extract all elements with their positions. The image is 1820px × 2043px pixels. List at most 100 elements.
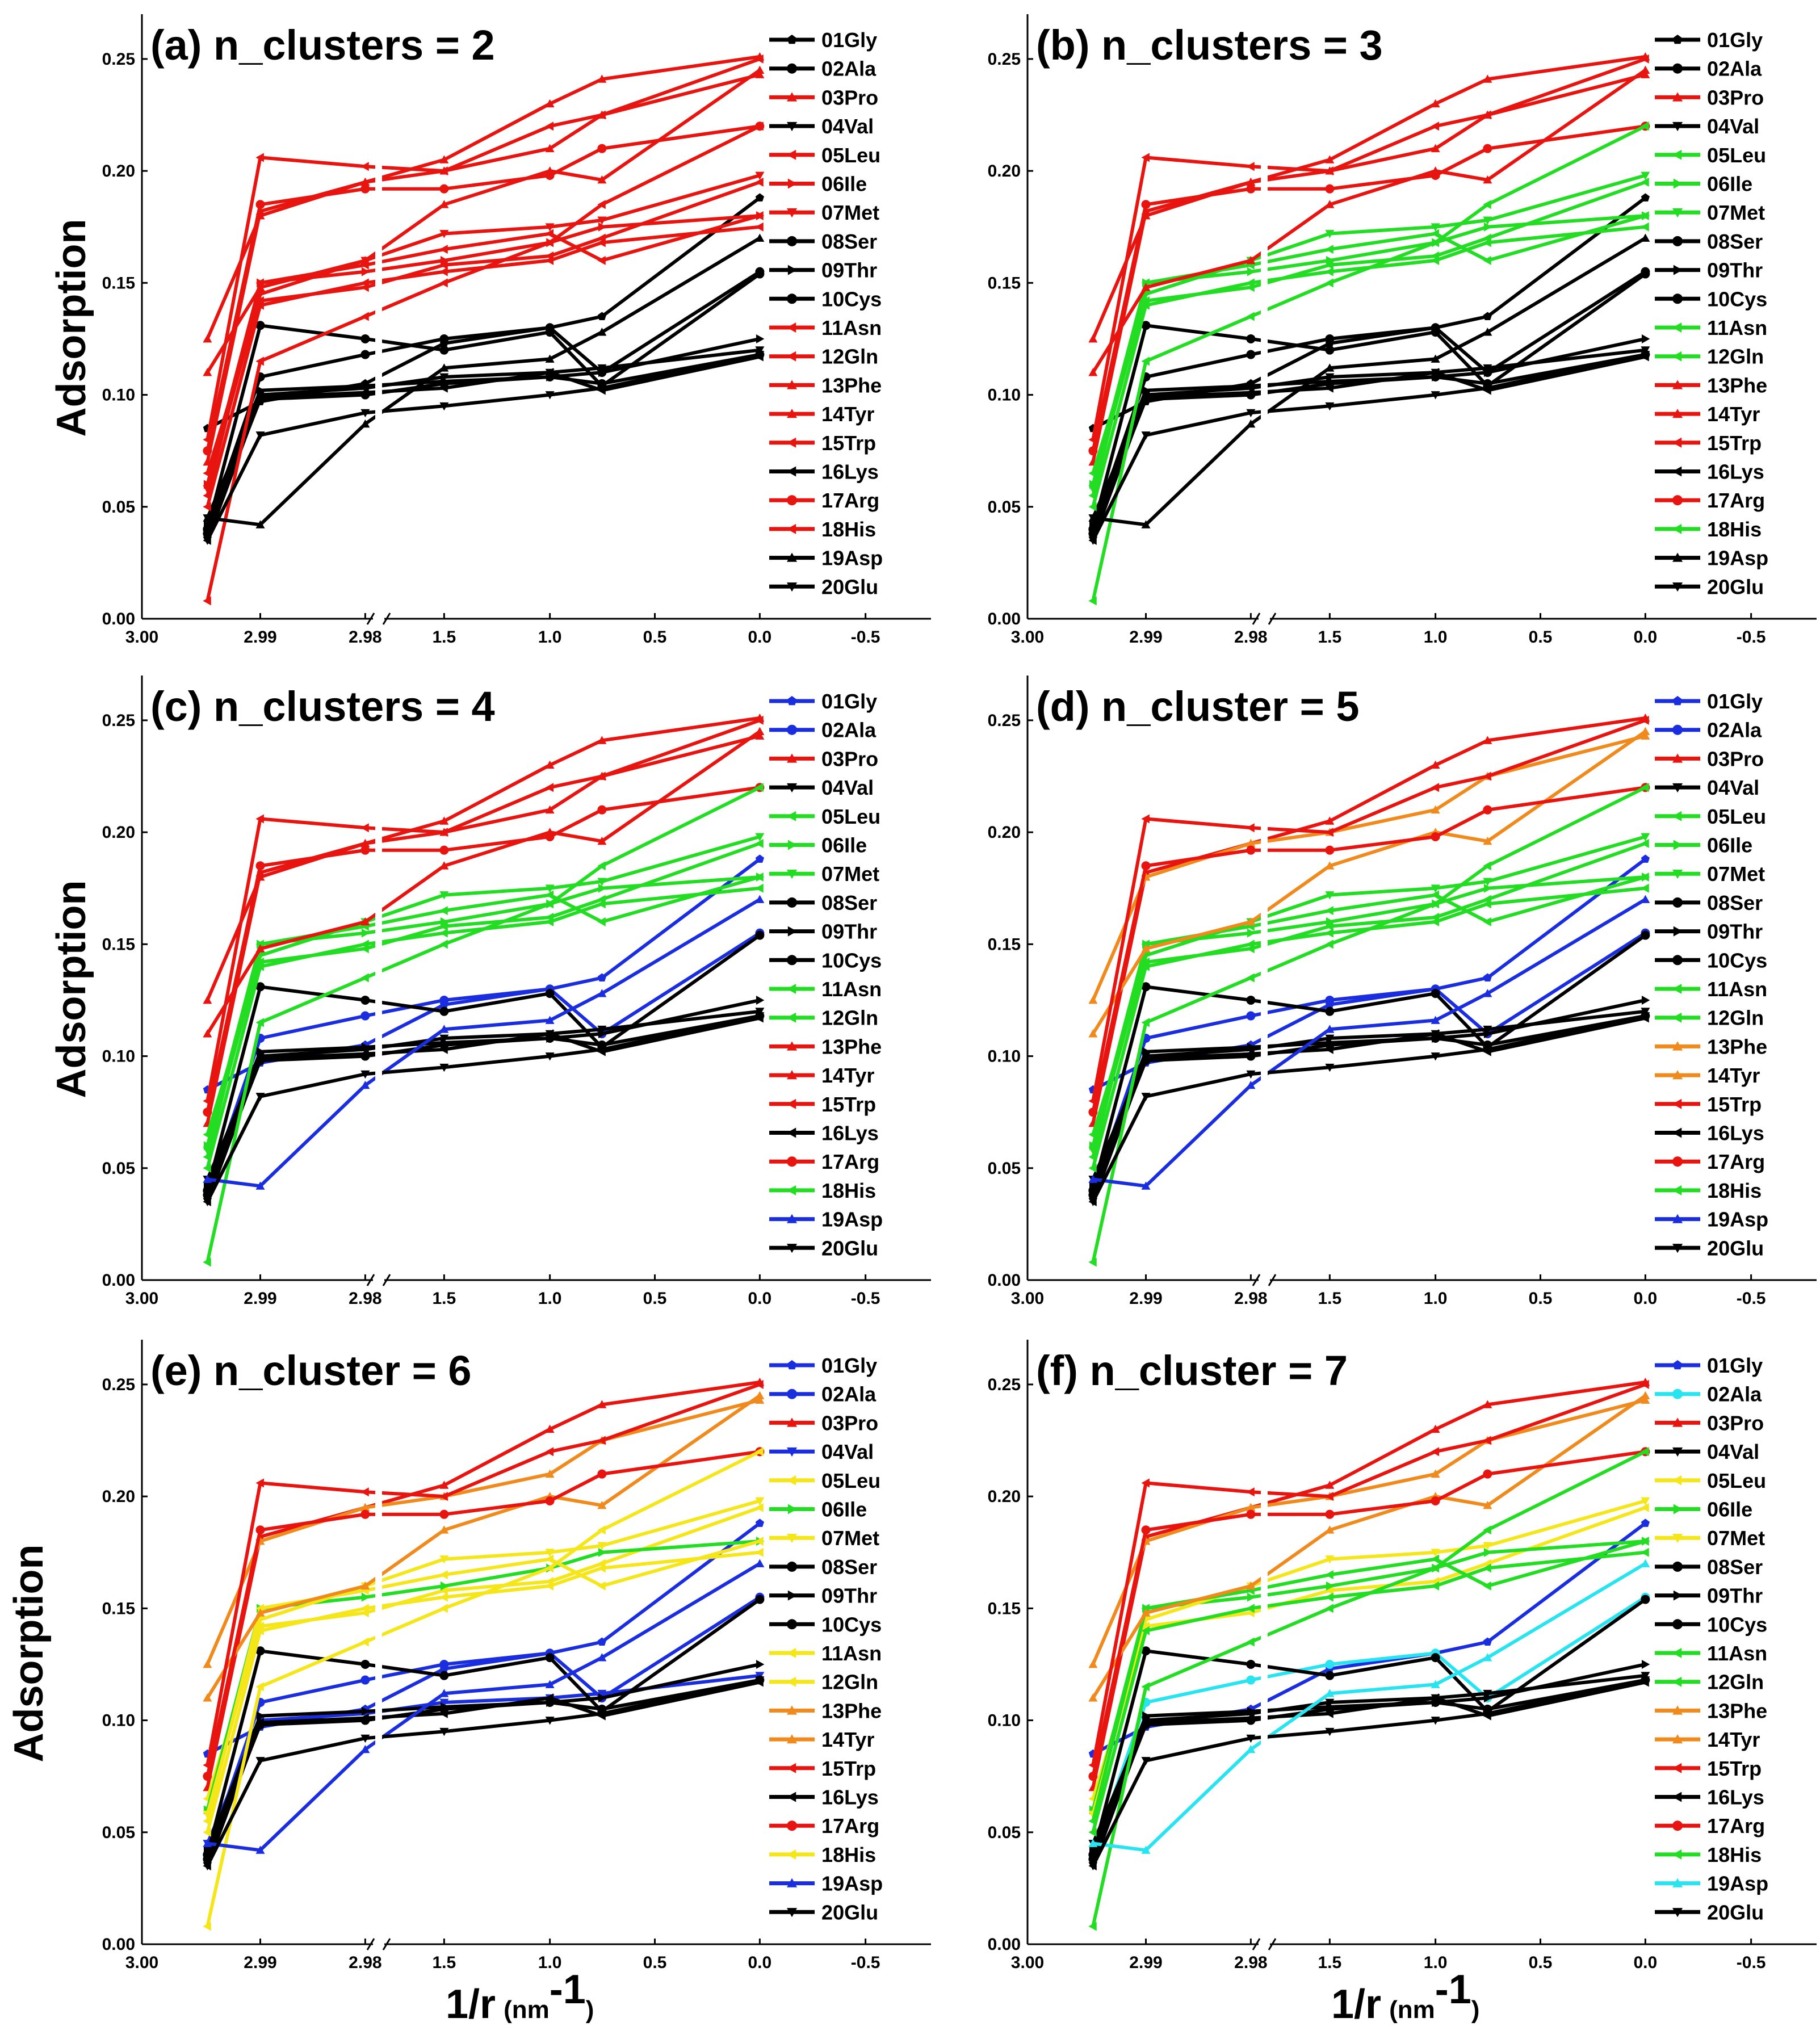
data-point	[361, 1706, 370, 1716]
data-point	[1431, 1496, 1440, 1505]
legend-label: 18His	[821, 1179, 876, 1202]
x-tick-label: 2.99	[1129, 1289, 1162, 1308]
data-point	[439, 155, 449, 163]
data-point	[1088, 1108, 1098, 1117]
data-point	[1431, 328, 1440, 337]
data-point	[360, 838, 370, 848]
legend-item: 11Asn	[769, 978, 882, 1001]
data-point	[1325, 891, 1335, 900]
legend-label: 17Arg	[1707, 489, 1765, 512]
legend-item: 03Pro	[769, 86, 878, 109]
data-point	[1325, 1585, 1333, 1595]
series-15Trp	[203, 715, 764, 1106]
series-line	[206, 355, 761, 541]
series-07Met	[1088, 1497, 1650, 1819]
data-point	[439, 891, 449, 900]
series-20Glu	[203, 1012, 765, 1206]
data-point	[1431, 917, 1440, 926]
data-point	[1483, 1581, 1491, 1591]
series-11Asn	[1088, 883, 1649, 1173]
data-point	[257, 1711, 265, 1721]
data-point	[1483, 368, 1492, 377]
data-point	[1246, 1734, 1256, 1743]
legend-label: 08Ser	[821, 1555, 877, 1579]
y-tick-label: 0.05	[988, 1159, 1021, 1178]
data-point	[360, 409, 370, 418]
legend-marker	[1672, 1763, 1682, 1773]
legend-label: 04Val	[1707, 115, 1759, 138]
legend-marker	[1672, 870, 1683, 879]
series-15Trp	[203, 54, 764, 444]
data-point	[755, 1676, 765, 1685]
data-point	[203, 1029, 212, 1038]
data-point	[545, 1717, 555, 1725]
data-point	[1483, 1547, 1492, 1557]
data-point	[255, 944, 265, 953]
legend-item: 13Phe	[769, 374, 882, 397]
x-tick-label: 3.00	[1011, 628, 1044, 647]
legend-marker	[1673, 178, 1683, 189]
x-tick-label: 3.00	[125, 628, 158, 647]
legend-label: 18His	[1707, 1843, 1762, 1866]
data-point	[598, 368, 607, 377]
legend-label: 09Thr	[1707, 920, 1763, 943]
data-point	[597, 1436, 606, 1445]
data-point	[1483, 1046, 1492, 1054]
panel-b: 0.00 0.05 0.10 0.15 0.20 0.25 3.00 2.99 2.98 1.5 1…	[988, 14, 1817, 647]
data-point	[360, 162, 369, 171]
data-point	[439, 278, 448, 288]
data-point	[360, 1659, 370, 1669]
data-point	[755, 65, 765, 74]
data-point	[1431, 1052, 1440, 1061]
data-point	[1325, 1480, 1335, 1489]
legend-label: 12Gln	[1707, 1006, 1764, 1030]
data-point	[1483, 144, 1492, 153]
data-point	[1325, 1063, 1335, 1072]
data-point	[1641, 222, 1649, 232]
legend-label: 10Cys	[1707, 1613, 1767, 1636]
legend-label: 07Met	[1707, 1526, 1765, 1550]
data-point	[439, 861, 449, 870]
x-tick-label: 0.0	[1634, 1953, 1658, 1972]
y-tick-label: 0.20	[988, 823, 1021, 842]
data-point	[756, 1659, 765, 1669]
data-point	[1483, 917, 1491, 926]
legend-marker	[787, 1214, 798, 1223]
legend-label: 13Phe	[821, 374, 882, 397]
data-point	[1432, 1698, 1440, 1707]
legend-item: 07Met	[769, 201, 879, 224]
legend-marker	[1672, 121, 1683, 132]
data-point	[1246, 409, 1256, 418]
legend-item: 13Phe	[769, 1035, 882, 1058]
legend-item: 07Met	[1655, 201, 1765, 224]
data-point	[1142, 1047, 1151, 1056]
data-point	[1431, 354, 1440, 363]
legend-label: 13Phe	[1707, 1035, 1767, 1058]
legend-marker	[787, 1098, 796, 1109]
panel-f: 0.00 0.05 0.10 0.15 0.20 0.25 3.00 2.99 2.98 1.5 1…	[988, 1340, 1817, 1972]
data-point	[545, 1554, 554, 1564]
legend-marker	[1672, 1244, 1683, 1253]
data-point	[361, 1042, 370, 1052]
data-point	[1641, 54, 1649, 64]
data-point	[360, 255, 370, 265]
data-point	[439, 928, 448, 938]
data-point	[1088, 1772, 1098, 1781]
data-point	[440, 1702, 449, 1711]
data-point	[1431, 1554, 1440, 1564]
legend-marker	[1673, 840, 1683, 850]
legend-item: 09Thr	[769, 1584, 877, 1608]
x-tick-label: 2.98	[349, 628, 381, 647]
series-15Trp	[1088, 1379, 1649, 1770]
series-14Tyr	[203, 1395, 765, 1668]
data-point	[1141, 1093, 1151, 1101]
legend-marker	[1672, 696, 1683, 706]
data-point	[597, 216, 607, 225]
data-point	[1641, 233, 1650, 242]
data-point	[597, 1689, 607, 1698]
x-tick-label: 2.98	[1234, 628, 1267, 647]
data-point	[439, 1570, 448, 1580]
x-tick-label: 3.00	[1011, 1289, 1044, 1308]
data-point	[440, 376, 449, 386]
data-point	[1141, 200, 1151, 209]
